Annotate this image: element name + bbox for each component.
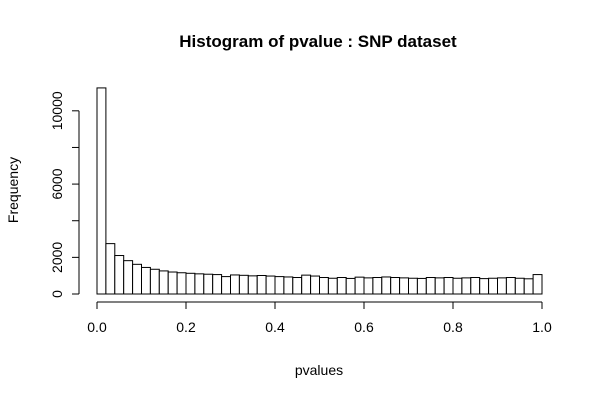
histogram-bar (488, 277, 499, 295)
histogram-bar (283, 276, 294, 295)
histogram-bar (416, 277, 427, 295)
histogram-bar (247, 275, 258, 295)
histogram-bar (470, 277, 481, 295)
histogram-bar (185, 272, 196, 295)
bars-group (96, 87, 543, 295)
histogram-bar (203, 273, 214, 295)
histogram-bar (523, 278, 534, 295)
x-tick-label: 1.0 (532, 319, 552, 335)
histogram-bar (434, 277, 445, 295)
histogram-bar (443, 277, 454, 295)
y-tick-label: 2000 (49, 242, 65, 273)
histogram-bar (532, 274, 543, 295)
histogram-bar (381, 276, 392, 295)
histogram-bar (176, 272, 187, 295)
histogram-bar (336, 277, 347, 295)
x-axis: 0.0 0.2 0.4 0.6 0.8 1.0 (87, 301, 552, 335)
histogram-bar (319, 277, 329, 295)
histogram-bar (238, 274, 249, 295)
histogram-bar (230, 274, 240, 295)
histogram-bar (310, 275, 321, 295)
histogram-bar (461, 277, 472, 295)
histogram-bar (141, 266, 151, 295)
histogram-bar (345, 277, 356, 295)
histogram-bar (256, 274, 267, 295)
histogram-bar (301, 274, 312, 295)
y-tick-label: 10000 (49, 91, 65, 130)
histogram-bar (354, 276, 365, 295)
histogram-bar (390, 277, 401, 295)
y-axis-label: Frequency (5, 157, 21, 223)
histogram-bar (327, 277, 338, 295)
y-axis: 0 2000 6000 10000 (49, 91, 80, 298)
x-tick-label: 0.6 (354, 319, 374, 335)
histogram-bar (149, 268, 160, 295)
x-tick-label: 0.4 (265, 319, 285, 335)
x-axis-label: pvalues (295, 362, 343, 378)
histogram-bar (194, 273, 205, 295)
histogram-bar (452, 277, 463, 295)
histogram-bar (505, 277, 516, 295)
histogram-bar (212, 274, 223, 295)
histogram-bar (105, 243, 116, 295)
histogram-bar (292, 277, 303, 295)
histogram-bar (132, 263, 143, 295)
histogram-bar (514, 277, 525, 295)
histogram-bar (96, 87, 107, 295)
histogram-bar (123, 260, 134, 295)
histogram-bar (265, 275, 276, 295)
histogram-bar (114, 255, 125, 295)
histogram-bar (167, 271, 178, 295)
histogram-bar (363, 277, 374, 295)
x-tick-label: 0.8 (443, 319, 463, 335)
x-tick-label: 0.2 (176, 319, 196, 335)
histogram-bar (274, 276, 285, 295)
histogram-bar (408, 277, 418, 295)
histogram-bar (479, 278, 490, 295)
histogram-bar (425, 277, 436, 295)
histogram-bar (497, 277, 507, 295)
x-tick-label: 0.0 (87, 319, 107, 335)
histogram-bar (399, 277, 410, 295)
histogram-bar (158, 270, 169, 295)
histogram-bar (372, 277, 383, 295)
chart-title: Histogram of pvalue : SNP dataset (179, 32, 457, 51)
y-tick-label: 0 (49, 290, 65, 298)
histogram-bar (221, 276, 232, 295)
y-tick-label: 6000 (49, 168, 65, 199)
